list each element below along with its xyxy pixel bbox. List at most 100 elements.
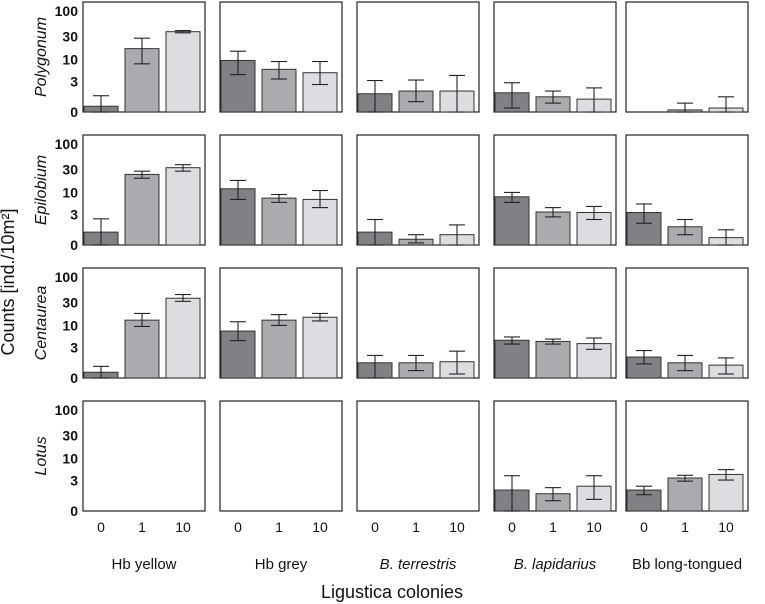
y-tick-label: 100 xyxy=(55,269,79,285)
y-tick-label: 30 xyxy=(62,162,78,178)
error-bar xyxy=(93,95,109,113)
error-bar xyxy=(134,312,150,327)
error-bar xyxy=(449,74,465,113)
y-tick-label: 100 xyxy=(55,3,79,19)
error-bar xyxy=(677,354,693,372)
bar xyxy=(494,196,530,246)
bar xyxy=(667,477,703,512)
error-bar xyxy=(408,79,424,103)
error-bar xyxy=(545,338,561,345)
x-tick-label: 1 xyxy=(412,519,420,535)
error-bar xyxy=(586,205,602,221)
error-bar xyxy=(586,475,602,500)
y-tick-label: 3 xyxy=(70,74,78,90)
error-bar xyxy=(586,337,602,350)
bar xyxy=(124,319,160,379)
error-bar xyxy=(636,203,652,224)
error-bar xyxy=(449,224,465,246)
error-bar xyxy=(175,293,191,302)
bar xyxy=(165,31,201,113)
bar xyxy=(165,167,201,246)
error-bar xyxy=(545,90,561,104)
x-tick-label: 10 xyxy=(718,519,734,535)
y-axis-title: Counts [ind./10m²] xyxy=(0,208,18,355)
error-bar xyxy=(504,191,520,203)
y-tick-label: 30 xyxy=(62,295,78,311)
x-tick-label: 0 xyxy=(97,519,105,535)
x-axis-title: Ligustica colonies xyxy=(321,582,463,602)
error-bar xyxy=(230,50,246,76)
x-tick-label: 10 xyxy=(449,519,465,535)
error-bar xyxy=(677,102,693,113)
x-tick-label: 1 xyxy=(275,519,283,535)
panel-frame xyxy=(625,1,749,113)
error-bar xyxy=(367,354,383,379)
x-tick-label: 1 xyxy=(549,519,557,535)
bar xyxy=(124,173,160,246)
error-bar xyxy=(718,357,734,375)
x-tick-label: 10 xyxy=(586,519,602,535)
error-bar xyxy=(175,164,191,172)
error-bar xyxy=(718,96,734,113)
x-tick-label: 0 xyxy=(234,519,242,535)
error-bar xyxy=(636,349,652,365)
error-bar xyxy=(271,60,287,80)
bar xyxy=(494,339,530,379)
y-tick-label: 0 xyxy=(70,237,78,253)
y-tick-label: 100 xyxy=(55,402,79,418)
error-bar xyxy=(408,354,424,372)
panel-frame xyxy=(82,400,206,512)
panel-grid: Polygonum031030100Epilobium031030100Cent… xyxy=(33,1,749,573)
column-label: Hb yellow xyxy=(111,556,176,573)
error-bar xyxy=(677,218,693,236)
bar xyxy=(302,316,338,379)
error-bar xyxy=(586,87,602,113)
y-tick-label: 0 xyxy=(70,503,78,519)
error-bar xyxy=(718,469,734,481)
y-tick-label: 100 xyxy=(55,136,79,152)
bar xyxy=(261,197,297,246)
x-tick-label: 0 xyxy=(640,519,648,535)
error-bar xyxy=(504,82,520,109)
x-tick-label: 0 xyxy=(371,519,379,535)
column-label: Bb long-tongued xyxy=(632,556,742,573)
error-bar xyxy=(271,193,287,203)
row-label: Lotus xyxy=(33,436,50,475)
error-bar xyxy=(134,170,150,179)
error-bar xyxy=(271,314,287,326)
column-label: B. lapidarius xyxy=(514,556,597,573)
x-tick-label: 1 xyxy=(138,519,146,535)
error-bar xyxy=(545,207,561,218)
y-tick-label: 10 xyxy=(62,184,78,200)
error-bar xyxy=(312,312,328,322)
error-bar xyxy=(175,30,191,34)
error-bar xyxy=(367,218,383,246)
column-label: Hb grey xyxy=(255,556,308,573)
error-bar xyxy=(677,474,693,482)
row-label: Polygonum xyxy=(33,17,50,97)
x-tick-label: 1 xyxy=(681,519,689,535)
y-tick-label: 30 xyxy=(62,428,78,444)
y-tick-label: 30 xyxy=(62,29,78,45)
x-tick-label: 0 xyxy=(508,519,516,535)
error-bar xyxy=(367,79,383,113)
bar xyxy=(261,319,297,379)
panel-frame xyxy=(219,400,343,512)
error-bar xyxy=(408,234,424,244)
error-bar xyxy=(504,336,520,345)
error-bar xyxy=(504,475,520,512)
error-bar xyxy=(312,189,328,209)
bar xyxy=(535,340,571,379)
panel-frame xyxy=(356,400,480,512)
y-tick-label: 10 xyxy=(62,450,78,466)
y-tick-label: 3 xyxy=(70,340,78,356)
error-bar xyxy=(545,487,561,502)
error-bar xyxy=(718,229,734,246)
y-tick-label: 3 xyxy=(70,473,78,489)
error-bar xyxy=(312,60,328,86)
error-bar xyxy=(230,179,246,200)
column-label: B. terrestris xyxy=(380,556,457,573)
x-tick-label: 10 xyxy=(175,519,191,535)
error-bar xyxy=(93,218,109,246)
